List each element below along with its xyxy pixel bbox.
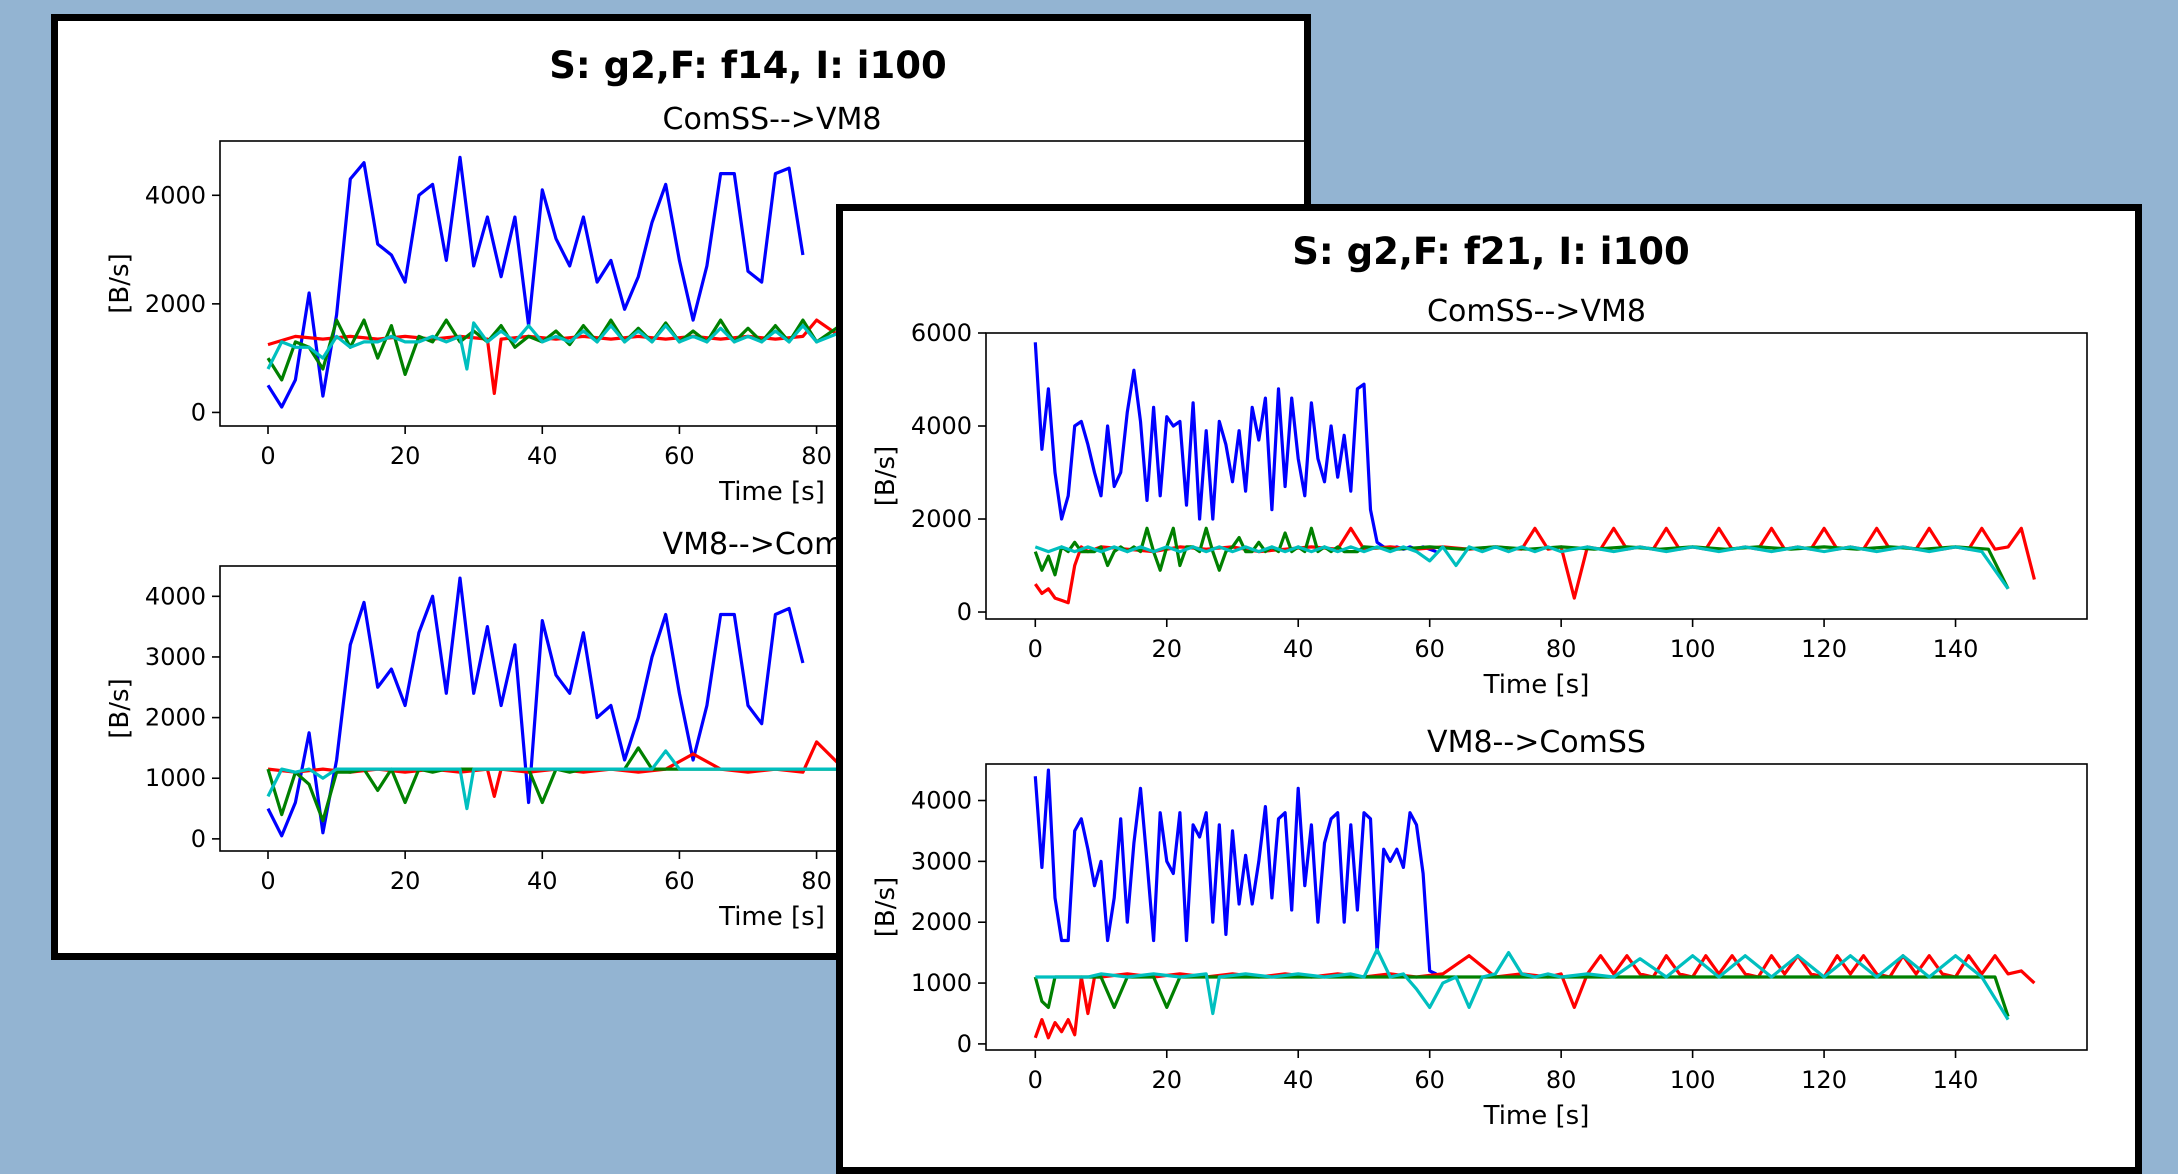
figure-1-panel-1-series-0-line (1033, 768, 1437, 976)
figure-1-panel-1-ytick-label-2: 2000 (911, 908, 972, 936)
figure-1-panel-0-title: ComSS-->VM8 (1427, 294, 1646, 329)
figure-0-panel-1-axes-frame (219, 565, 1304, 852)
figure-0-panel-1-xtick-label-0: 0 (260, 867, 275, 895)
figure-1-panel-0-xtick-label-2: 40 (1283, 635, 1314, 663)
figure-0-panel-1-ytick-label-3: 3000 (145, 643, 206, 671)
figure-0-panel-0-series-0-line (266, 155, 805, 409)
figure-0-panel-1-ytick-label-0: 0 (191, 825, 206, 853)
figure-0-panel-1-ytick-label-4: 4000 (145, 582, 206, 610)
figure-1-panel-1-ylabel: [B/s] (871, 877, 901, 937)
figure-1-panel-0-series-2-line (1033, 526, 2010, 590)
figure-1-panel-0-plot-area (1033, 342, 2036, 605)
figure-0-panel-1-ytick-label-2: 2000 (145, 704, 206, 732)
figure-0-panel-1-series-0-line (266, 576, 805, 838)
figure-0-panel-0-xtick-label-4: 80 (801, 442, 832, 470)
figure-1-panel-0-ytick-label-3: 6000 (911, 319, 972, 347)
figure-1-panel-1-series-3-line (1035, 947, 2010, 1021)
figure-1-panel-0-xtick-label-1: 20 (1151, 635, 1182, 663)
figure-1-panel-0-xtick-label-7: 140 (1933, 635, 1979, 663)
figure-0-panel-1-xtick-label-2: 40 (527, 867, 558, 895)
figure-0-panel-0-xtick-label-2: 40 (527, 442, 558, 470)
figure-1-panel-0-series-3-line (1034, 545, 2010, 590)
figure-f14-suptitle: S: g2,F: f14, I: i100 (549, 44, 946, 87)
figure-1-panel-0-ytick-label-0: 0 (957, 598, 972, 626)
figure-f14-canvas: S: g2,F: f14, I: i100 ComSS-->VM8 0 20 40 60… (105, 44, 1304, 932)
figure-0-panel-0-ytick-label-1: 2000 (145, 290, 206, 318)
figure-1-panel-1-series-1-line (1033, 954, 2036, 1040)
figure-1-panel-1-series-2-line (1033, 975, 2010, 1018)
figure-1-panel-0-xlabel: Time [s] (1483, 670, 1590, 700)
figure-1-panel-1-ytick-label-3: 3000 (911, 847, 972, 875)
figure-1-panel-1-plot-area (1033, 768, 2036, 1040)
figure-1-panel-0-series-1-line (1033, 526, 2036, 605)
figure-0-panel-0-ylabel: [B/s] (105, 253, 135, 313)
figure-1-panel-1-axes-frame (985, 763, 2088, 1051)
figure-0-panel-0-xtick-label-0: 0 (260, 442, 275, 470)
figure-1-panel-1-ytick-label-0: 0 (957, 1030, 972, 1058)
figure-0-panel-0-axes-frame (219, 140, 1304, 427)
figure-0-panel-0-xlabel: Time [s] (718, 477, 825, 507)
figure-0-panel-1-xlabel: Time [s] (718, 902, 825, 932)
figure-1-panel-1-xtick-label-7: 140 (1933, 1066, 1979, 1094)
figure-0-panel-0-xtick-label-3: 60 (664, 442, 695, 470)
figure-0-panel-0-xtick-label-1: 20 (390, 442, 421, 470)
figure-0-panel-1-xtick-label-1: 20 (390, 867, 421, 895)
figure-1-panel-0-xtick-label-3: 60 (1414, 635, 1445, 663)
figure-1-panel-0-xtick-label-5: 100 (1670, 635, 1716, 663)
figure-1-panel-1-title: VM8-->ComSS (1427, 725, 1646, 760)
figure-1-panel-0-ylabel: [B/s] (871, 446, 901, 506)
figure-f21-suptitle: S: g2,F: f21, I: i100 (1292, 230, 1689, 273)
figure-1-panel-1-xtick-label-1: 20 (1151, 1066, 1182, 1094)
figure-1-panel-0-series-0-line (1033, 342, 1437, 554)
figure-1-panel-1-xtick-label-6: 120 (1801, 1066, 1847, 1094)
figure-1-panel-1-xtick-label-2: 40 (1283, 1066, 1314, 1094)
figure-1-panel-1-ytick-label-1: 1000 (911, 969, 972, 997)
figure-1-panel-0-xtick-label-0: 0 (1028, 635, 1043, 663)
figure-1-panel-1-xtick-label-0: 0 (1028, 1066, 1043, 1094)
figure-1-panel-0-xtick-label-6: 120 (1801, 635, 1847, 663)
figure-1-panel-0-ytick-label-1: 2000 (911, 505, 972, 533)
figure-0-panel-0-ytick-label-2: 4000 (145, 181, 206, 209)
figure-1-panel-0-xtick-label-4: 80 (1546, 635, 1577, 663)
figure-1-panel-0-axes-frame (985, 332, 2088, 620)
figure-1-panel-0-ytick-label-2: 4000 (911, 412, 972, 440)
figure-0-panel-0-ytick-label-0: 0 (191, 398, 206, 426)
figure-1-panel-1-xlabel: Time [s] (1483, 1101, 1590, 1131)
figure-0-panel-1-ylabel: [B/s] (105, 678, 135, 738)
figure-0-panel-0-title: ComSS-->VM8 (663, 102, 882, 137)
figure-1-panel-1-xtick-label-3: 60 (1414, 1066, 1445, 1094)
figure-0-panel-1-ytick-label-1: 1000 (145, 764, 206, 792)
figure-f21-canvas: S: g2,F: f21, I: i100 ComSS-->VM8 0 20 40 60… (871, 230, 2088, 1131)
figure-1-panel-1-ytick-label-4: 4000 (911, 787, 972, 815)
figure-1-panel-1-xtick-label-5: 100 (1670, 1066, 1716, 1094)
figure-f21: S: g2,F: f21, I: i100 ComSS-->VM8 0 20 40 60… (836, 204, 2142, 1174)
figure-1-panel-1-xtick-label-4: 80 (1546, 1066, 1577, 1094)
figure-0-panel-1-xtick-label-4: 80 (801, 867, 832, 895)
figure-0-panel-1-xtick-label-3: 60 (664, 867, 695, 895)
